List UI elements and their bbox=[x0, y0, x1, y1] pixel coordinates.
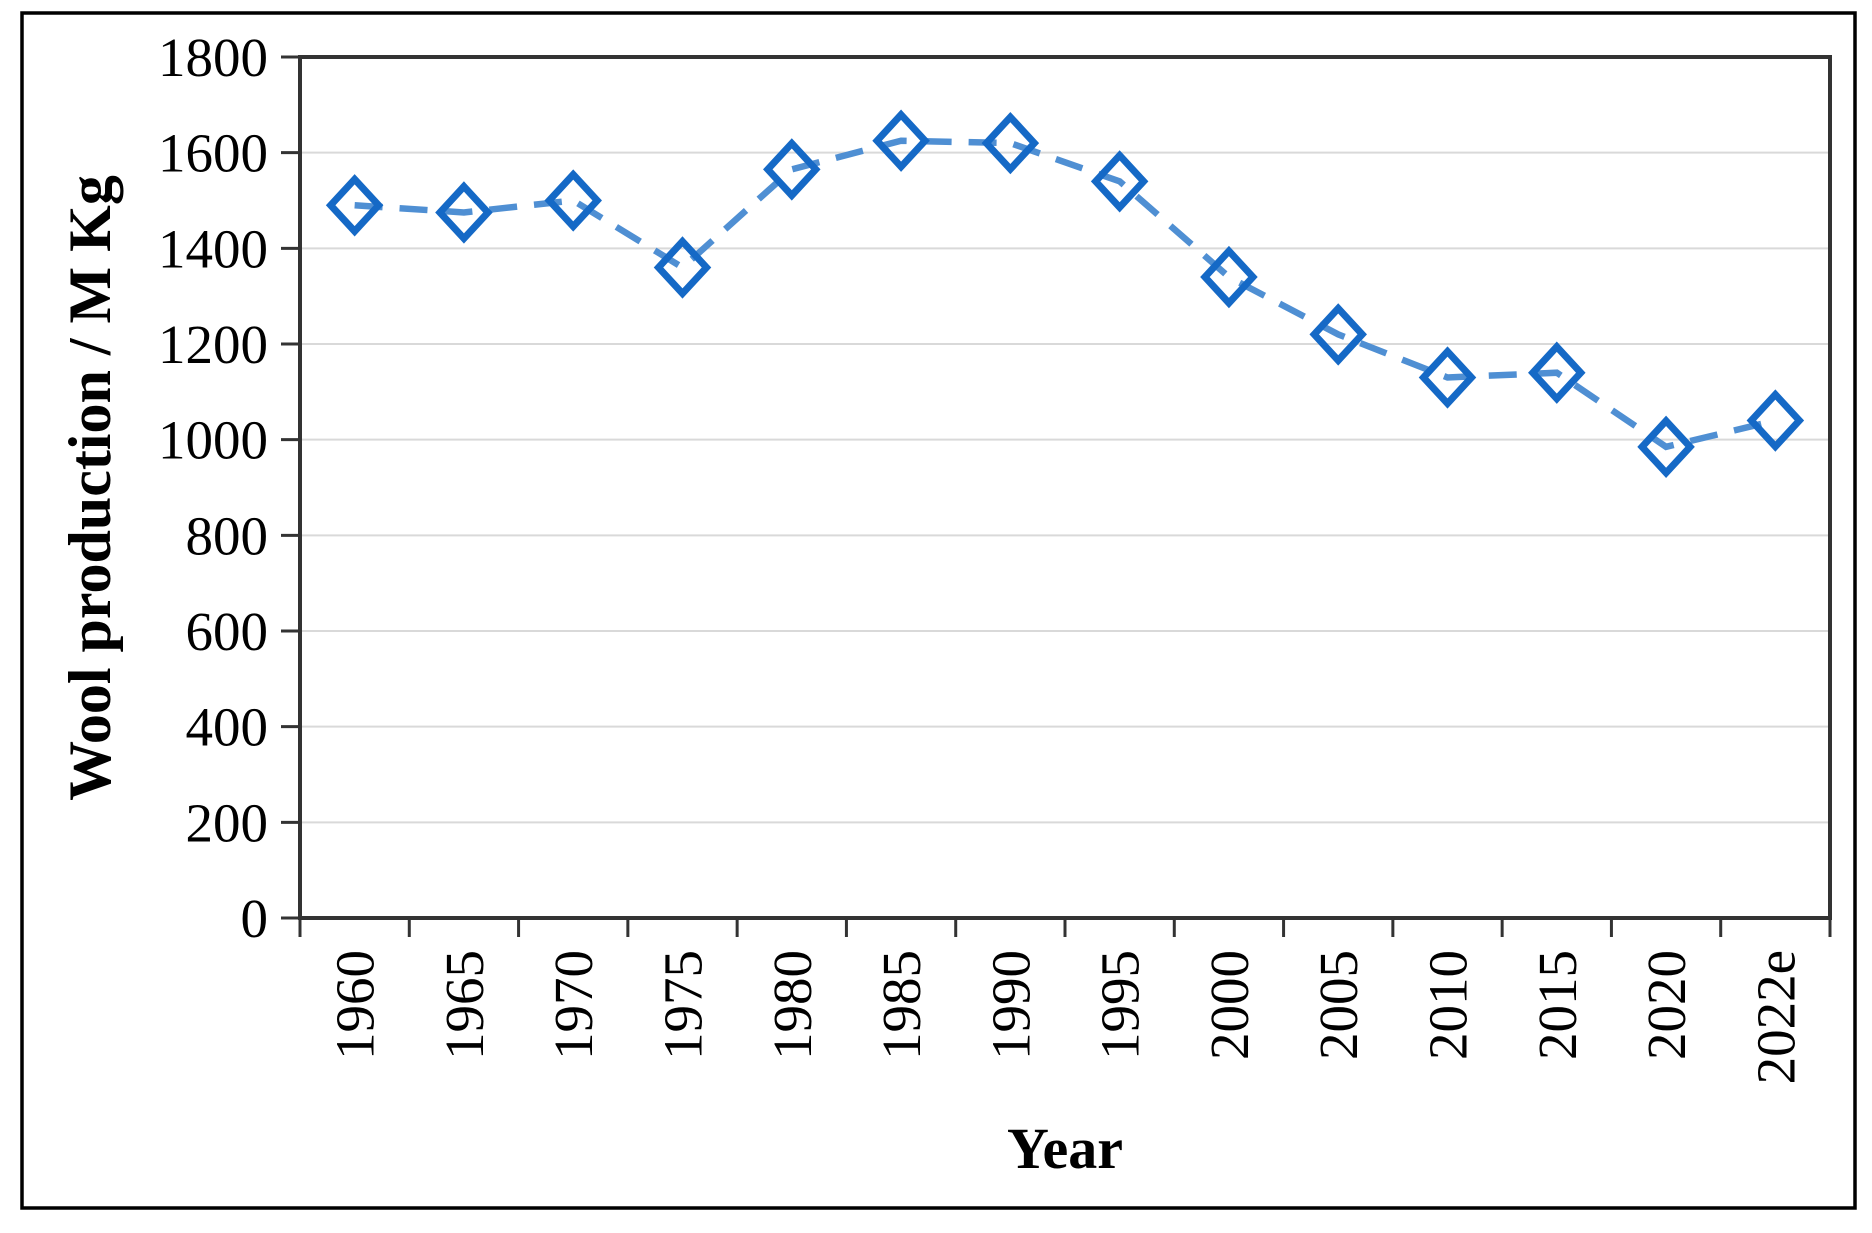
plot-border bbox=[298, 55, 1832, 920]
data-point-marker-1965 bbox=[435, 181, 493, 244]
y-tick-label-400: 400 bbox=[186, 697, 269, 758]
data-point-marker-2010 bbox=[1418, 346, 1477, 409]
x-tick-label-2005: 2005 bbox=[1308, 950, 1369, 1060]
y-tick-label-1400: 1400 bbox=[158, 218, 268, 279]
x-tick-label-2022e: 2022e bbox=[1745, 950, 1806, 1084]
x-tick-label-1965: 1965 bbox=[434, 950, 495, 1060]
data-point-marker-2022e bbox=[1746, 389, 1805, 452]
data-point-marker-1960 bbox=[325, 174, 384, 237]
y-tick-label-800: 800 bbox=[186, 505, 269, 566]
y-tick-label-1000: 1000 bbox=[158, 410, 268, 471]
data-point-marker-1990 bbox=[981, 111, 1040, 175]
x-axis-title: Year bbox=[1007, 1116, 1123, 1181]
x-tick-label-1970: 1970 bbox=[543, 950, 604, 1060]
data-point-marker-1985 bbox=[872, 109, 930, 172]
x-tick-label-2015: 2015 bbox=[1527, 950, 1588, 1060]
y-tick-label-1600: 1600 bbox=[158, 123, 268, 184]
y-tick-label-0: 0 bbox=[241, 888, 269, 949]
y-tick-label-600: 600 bbox=[186, 601, 269, 662]
y-tick-label-1800: 1800 bbox=[158, 27, 268, 88]
data-point-marker-1970 bbox=[544, 169, 602, 232]
data-point-marker-2005 bbox=[1309, 303, 1367, 366]
y-axis-title: Wool production / M Kg bbox=[57, 175, 123, 801]
x-tick-label-1960: 1960 bbox=[325, 950, 386, 1060]
x-tick-label-1985: 1985 bbox=[871, 950, 932, 1060]
x-tick-label-1975: 1975 bbox=[653, 950, 714, 1060]
x-tick-label-2010: 2010 bbox=[1418, 950, 1479, 1060]
x-tick-label-2020: 2020 bbox=[1636, 950, 1697, 1060]
series-line-wool-production bbox=[354, 137, 1777, 451]
data-point-marker-2020 bbox=[1637, 415, 1695, 479]
y-tick-label-1200: 1200 bbox=[158, 314, 268, 375]
data-point-marker-1995 bbox=[1090, 150, 1149, 213]
y-tick-label-200: 200 bbox=[186, 792, 269, 853]
data-point-marker-1975 bbox=[653, 236, 712, 299]
x-tick-label-1995: 1995 bbox=[1090, 950, 1151, 1060]
x-tick-label-1980: 1980 bbox=[762, 950, 823, 1060]
x-tick-label-1990: 1990 bbox=[980, 950, 1041, 1060]
x-tick-label-2000: 2000 bbox=[1199, 950, 1260, 1060]
figure-border bbox=[20, 11, 1857, 1210]
data-point-marker-2000 bbox=[1200, 245, 1258, 309]
data-point-marker-1980 bbox=[763, 138, 821, 201]
data-point-marker-2015 bbox=[1528, 341, 1586, 404]
